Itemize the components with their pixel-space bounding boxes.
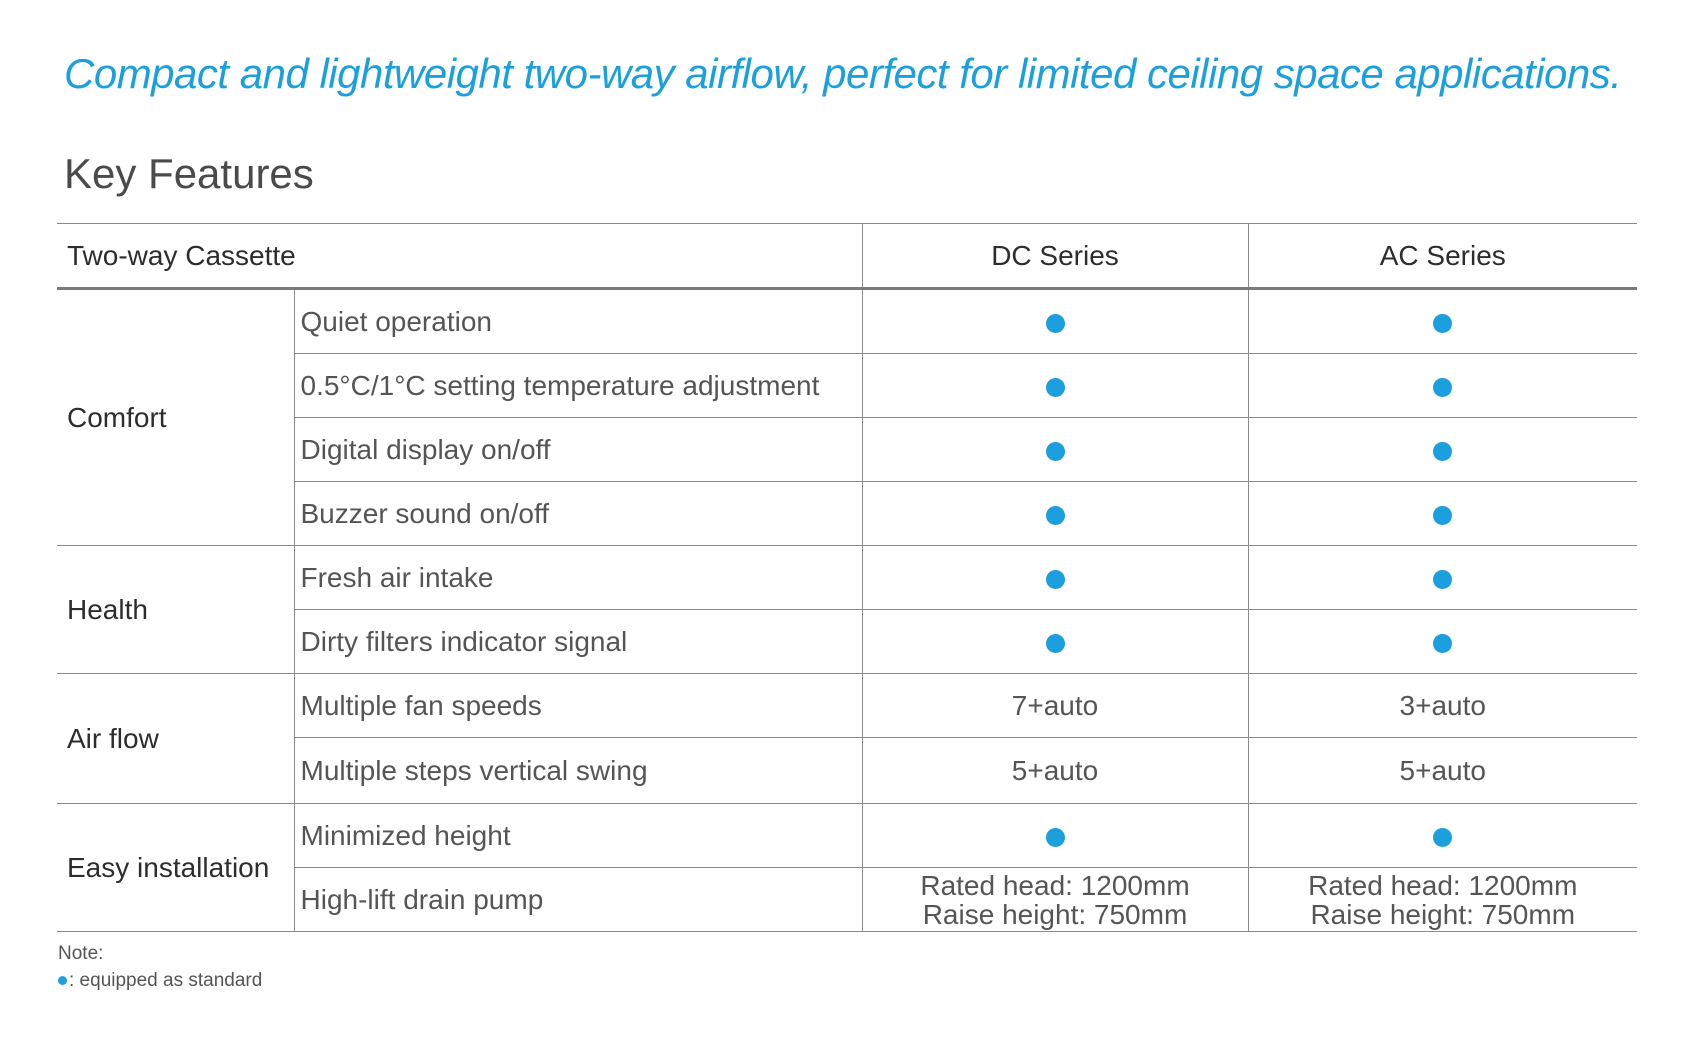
standard-dot-icon [1045, 633, 1065, 653]
raise-height-text: Raise height: 750mm [922, 898, 1188, 930]
standard-dot-icon [1045, 827, 1065, 847]
feature-label: Buzzer sound on/off [293, 481, 862, 546]
standard-dot-icon [1433, 827, 1453, 847]
dc-value [861, 288, 1248, 354]
ac-value: 3+auto [1247, 673, 1637, 738]
ac-value [1247, 803, 1637, 868]
tagline: Compact and lightweight two-way airflow,… [64, 50, 1622, 97]
feature-label: Dirty filters indicator signal [293, 609, 862, 674]
header-product-name: Two-way Cassette [57, 223, 862, 290]
standard-dot-icon [1045, 313, 1065, 333]
page-title: Key Features [64, 150, 314, 197]
feature-label: Quiet operation [293, 288, 862, 354]
ac-value [1247, 481, 1637, 546]
group-label-airflow: Air flow [57, 673, 294, 804]
ac-value: 5+auto [1247, 737, 1637, 804]
group-label-health: Health [57, 545, 294, 674]
table-row: Dirty filters indicator signal [57, 609, 1637, 674]
dc-value: 7+auto [861, 673, 1248, 738]
table-row: Multiple steps vertical swing 5+auto 5+a… [57, 737, 1637, 804]
feature-label: Multiple steps vertical swing [293, 737, 862, 804]
feature-label: Minimized height [293, 803, 862, 868]
standard-dot-icon [1433, 313, 1453, 333]
note-legend: : equipped as standard [58, 967, 262, 994]
standard-dot-icon [58, 976, 67, 986]
dc-value [861, 545, 1248, 610]
feature-label: 0.5°C/1°C setting temperature adjustment [293, 353, 862, 418]
rated-head-text: Rated head: 1200mm [920, 869, 1190, 901]
rated-head-text: Rated head: 1200mm [1308, 869, 1578, 901]
dc-value [861, 481, 1248, 546]
group-label-comfort: Comfort [57, 288, 294, 546]
standard-dot-icon [1045, 441, 1065, 461]
table-row: 0.5°C/1°C setting temperature adjustment [57, 353, 1637, 418]
note-title: Note: [58, 943, 104, 964]
standard-dot-icon [1433, 569, 1453, 589]
dc-value [861, 803, 1248, 868]
standard-dot-icon [1045, 505, 1065, 525]
ac-value [1247, 353, 1637, 418]
ac-value [1247, 417, 1637, 482]
ac-value [1247, 288, 1637, 354]
key-features-table: Two-way Cassette DC Series AC Series Com… [57, 223, 1637, 932]
standard-dot-icon [1433, 377, 1453, 397]
table-row: Air flow Multiple fan speeds 7+auto 3+au… [57, 673, 1637, 804]
note-legend-text: : equipped as standard [69, 970, 263, 991]
raise-height-text: Raise height: 750mm [1310, 898, 1576, 930]
standard-dot-icon [1045, 569, 1065, 589]
ac-value [1247, 609, 1637, 674]
table-row: Health Fresh air intake [57, 545, 1637, 674]
table-row: Buzzer sound on/off [57, 481, 1637, 546]
feature-label: High-lift drain pump [293, 867, 862, 932]
table-row: Digital display on/off [57, 417, 1637, 482]
table-row: Easy installation Minimized height [57, 803, 1637, 932]
ac-value: Rated head: 1200mm Raise height: 750mm [1247, 867, 1637, 932]
standard-dot-icon [1045, 377, 1065, 397]
dc-value [861, 417, 1248, 482]
standard-dot-icon [1433, 505, 1453, 525]
standard-dot-icon [1433, 441, 1453, 461]
table-row: Comfort Quiet operation [57, 288, 1637, 546]
dc-value: 5+auto [861, 737, 1248, 804]
header-ac-series: AC Series [1247, 223, 1637, 290]
feature-label: Fresh air intake [293, 545, 862, 610]
header-dc-series: DC Series [861, 223, 1248, 290]
dc-value [861, 609, 1248, 674]
group-label-installation: Easy installation [57, 803, 294, 932]
feature-label: Multiple fan speeds [293, 673, 862, 738]
table-row: High-lift drain pump Rated head: 1200mm … [57, 867, 1637, 932]
dc-value [861, 353, 1248, 418]
table-header-row: Two-way Cassette DC Series AC Series [57, 223, 1637, 290]
standard-dot-icon [1433, 633, 1453, 653]
dc-value: Rated head: 1200mm Raise height: 750mm [861, 867, 1248, 932]
feature-label: Digital display on/off [293, 417, 862, 482]
ac-value [1247, 545, 1637, 610]
note: Note: : equipped as standard [58, 940, 262, 994]
